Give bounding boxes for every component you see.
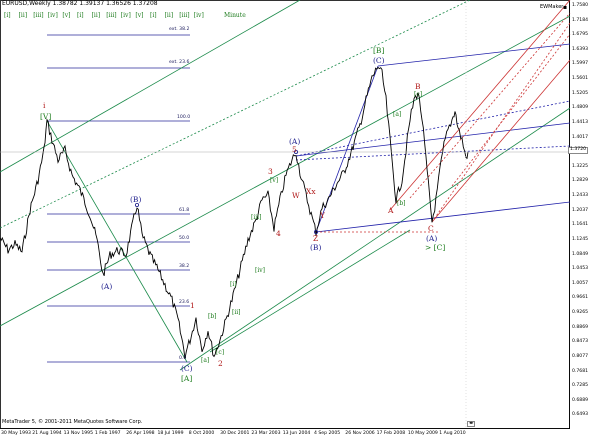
red-fan-5 — [451, 33, 571, 187]
red-fan-3 — [431, 59, 571, 223]
blue-mid-dash — [295, 100, 571, 157]
wave-marker-z — [313, 229, 318, 234]
blue-mid-dash-2 — [295, 145, 571, 161]
green-channel-upper — [0, 0, 301, 173]
price-line — [0, 66, 469, 359]
green-base — [209, 229, 411, 353]
green-channel-mid — [0, 0, 471, 229]
green-channel — [0, 0, 571, 371]
blue-lower — [315, 201, 571, 233]
wave-marker-b — [134, 202, 139, 207]
green-leg — [46, 120, 188, 363]
fib-lines — [47, 34, 190, 363]
red-fan-1 — [389, 0, 571, 211]
red-fan-2 — [409, 12, 571, 199]
red-fan — [316, 0, 571, 233]
green-channel-bottom — [179, 107, 571, 371]
blue-upper — [377, 43, 571, 67]
green-channel-lower — [0, 15, 571, 327]
wave-marker-top — [293, 149, 298, 154]
wave-markers — [134, 149, 318, 234]
blue-mid — [295, 122, 571, 157]
